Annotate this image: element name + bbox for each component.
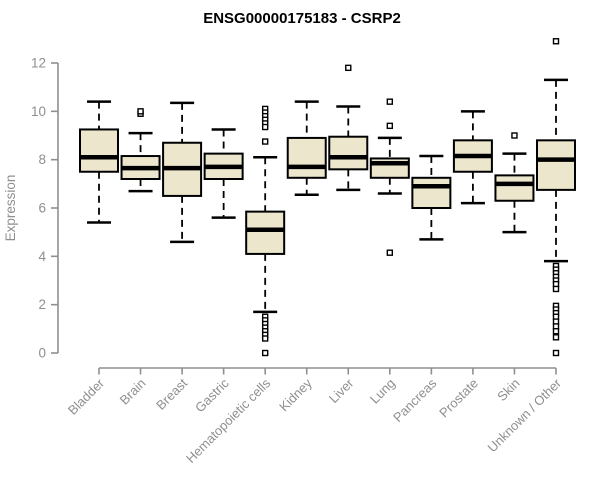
- y-axis-title: Expression: [3, 175, 18, 242]
- outlier-point: [261, 138, 269, 145]
- iqr-box: [411, 176, 452, 210]
- outlier-point: [552, 285, 560, 293]
- outlier-point: [261, 349, 269, 357]
- boxplot-hematopoietic-cells: [245, 105, 286, 357]
- boxplot-gastric: [203, 128, 244, 219]
- y-tick-label: 0: [38, 346, 46, 361]
- outlier-point: [386, 98, 394, 105]
- x-tick-label-liver: Liver: [326, 375, 357, 406]
- y-tick-label: 4: [38, 249, 46, 264]
- outlier-point: [552, 38, 560, 45]
- x-tick-label-unknown-other: Unknown / Other: [485, 375, 565, 455]
- x-tick-label-breast: Breast: [153, 375, 190, 412]
- outlier-point: [386, 122, 394, 130]
- boxplot-breast: [162, 101, 203, 244]
- y-tick-label: 2: [38, 297, 46, 312]
- boxplot-kidney: [286, 100, 327, 196]
- x-tick-label-gastric: Gastric: [192, 375, 232, 415]
- outlier-point: [345, 64, 352, 72]
- boxplot-liver: [328, 64, 369, 192]
- iqr-box: [536, 139, 576, 191]
- iqr-box: [79, 128, 119, 173]
- x-tick-label-lung: Lung: [367, 376, 398, 407]
- y-tick-label: 10: [31, 104, 46, 119]
- boxplot-prostate: [452, 110, 493, 205]
- x-tick-label-bladder: Bladder: [65, 375, 108, 418]
- y-tick-label: 6: [38, 201, 46, 216]
- outlier-point: [386, 249, 394, 256]
- x-tick-label-skin: Skin: [494, 376, 522, 404]
- iqr-box: [494, 174, 535, 202]
- outlier-point: [261, 123, 269, 131]
- y-tick-label: 12: [31, 56, 46, 71]
- boxplot-skin: [494, 132, 535, 234]
- boxplot-brain: [120, 108, 161, 193]
- iqr-box: [245, 210, 286, 255]
- outlier-point: [552, 328, 560, 335]
- iqr-box: [328, 135, 369, 171]
- boxplot-lung: [369, 98, 410, 256]
- y-tick-label: 8: [38, 152, 46, 167]
- boxplot-pancreas: [411, 154, 452, 241]
- x-tick-label-brain: Brain: [117, 376, 149, 408]
- iqr-box: [286, 136, 327, 179]
- boxplot-unknown-other: [536, 38, 576, 357]
- outlier-point: [552, 349, 560, 357]
- outlier-point: [511, 132, 518, 139]
- outlier-point: [552, 334, 560, 341]
- x-tick-label-kidney: Kidney: [276, 375, 315, 414]
- x-tick-label-pancreas: Pancreas: [390, 375, 440, 425]
- outlier-point: [261, 335, 269, 342]
- chart-title: ENSG00000175183 - CSRP2: [203, 10, 401, 27]
- boxplot-bladder: [79, 100, 119, 224]
- x-tick-label-prostate: Prostate: [436, 376, 481, 421]
- outlier-point: [137, 108, 144, 115]
